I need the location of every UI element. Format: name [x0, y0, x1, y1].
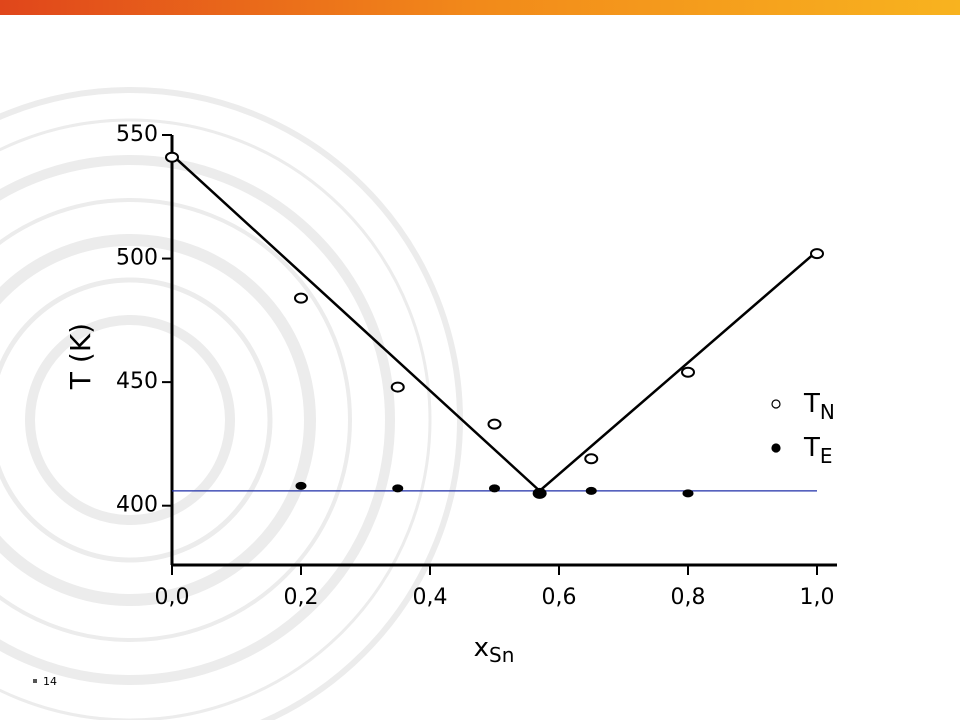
legend-label-main: T [803, 433, 820, 463]
legend-label: TE [803, 433, 833, 468]
y-tick-label: 550 [116, 122, 158, 147]
y-tick-label: 450 [116, 369, 158, 394]
y-tick-label: 400 [116, 493, 158, 518]
open-marker [294, 292, 308, 304]
x-tick-label: 0,4 [413, 585, 448, 610]
background-rings [0, 87, 463, 720]
filled-marker [392, 484, 404, 493]
x-axis-title: xSn [474, 633, 515, 667]
legend-label-sub: E [820, 444, 833, 468]
open-marker [390, 381, 405, 393]
y-tick-label: 500 [116, 246, 158, 271]
x-axis-title-main: x [474, 633, 489, 663]
x-tick-label: 0,8 [671, 585, 706, 610]
open-marker [584, 453, 599, 465]
y-axis-title: T (K) [64, 323, 97, 390]
x-tick-label: 0,0 [155, 585, 190, 610]
legend-marker [771, 399, 781, 409]
legend-label-main: T [803, 389, 820, 419]
legend-marker [771, 443, 781, 453]
page-number: 14 [43, 675, 57, 688]
x-tick-label: 0,2 [284, 585, 319, 610]
open-marker [487, 418, 502, 430]
filled-marker [682, 489, 694, 498]
legend-label-sub: N [820, 400, 835, 424]
header-bar [0, 0, 960, 15]
open-marker [810, 248, 824, 260]
x-axis-title-sub: Sn [489, 643, 514, 667]
filled-marker [489, 484, 500, 493]
open-marker [165, 151, 179, 163]
x-tick-label: 1,0 [800, 585, 835, 610]
x-tick-label: 0,6 [542, 585, 577, 610]
bullet [33, 679, 37, 683]
filled-marker [295, 481, 307, 490]
filled-marker [534, 489, 546, 498]
open-marker [681, 366, 695, 378]
legend-label: TN [803, 389, 835, 424]
filled-marker [585, 486, 597, 495]
